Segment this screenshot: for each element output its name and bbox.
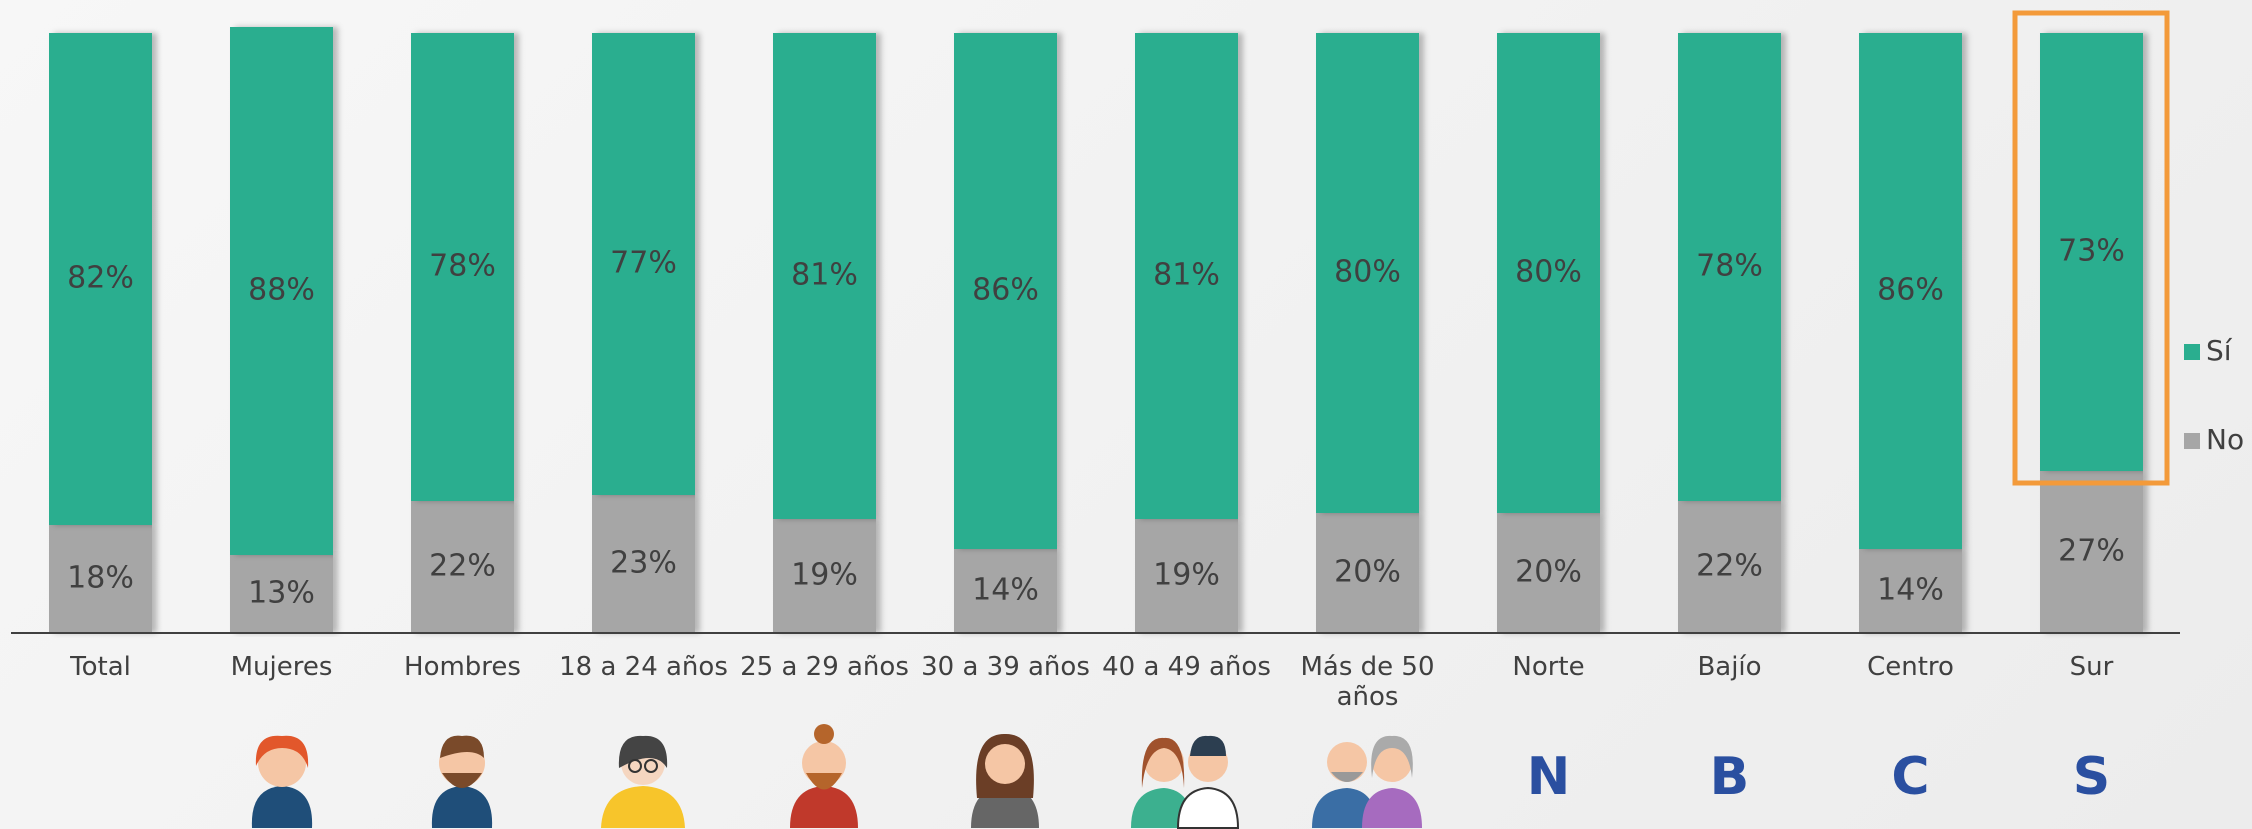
legend-label: Sí <box>2206 334 2233 367</box>
icons <box>252 724 1422 828</box>
value-label: 20% <box>1515 555 1582 590</box>
value-label: 14% <box>1877 573 1944 608</box>
region-icon: N <box>1527 747 1571 807</box>
value-label: 78% <box>1696 249 1763 284</box>
x-label-box: Más de 50 años <box>1278 652 1458 722</box>
x-tick-label: Hombres <box>373 652 553 682</box>
value-label: 13% <box>248 576 315 611</box>
x-tick-label: 30 a 39 años <box>916 652 1096 682</box>
legend-swatch <box>2184 344 2200 360</box>
x-tick-label: Mujeres <box>192 652 372 682</box>
x-label-box: Hombres <box>373 652 553 722</box>
value-label: 86% <box>972 273 1039 308</box>
x-label-box: 40 a 49 años <box>1097 652 1277 722</box>
x-label-box: Total <box>11 652 191 722</box>
region-icon: C <box>1891 747 1929 807</box>
x-tick-label: Sur <box>2002 652 2182 682</box>
value-label: 77% <box>610 246 677 281</box>
x-label-box: Norte <box>1459 652 1639 722</box>
x-tick-label: Total <box>11 652 191 682</box>
x-label-box: Mujeres <box>192 652 372 722</box>
value-label: 81% <box>1153 258 1220 293</box>
x-tick-label: Norte <box>1459 652 1639 682</box>
legend-label: No <box>2206 423 2244 456</box>
value-label: 23% <box>610 546 677 581</box>
value-label: 78% <box>429 249 496 284</box>
value-label: 80% <box>1334 255 1401 290</box>
x-label-box: 25 a 29 años <box>735 652 915 722</box>
legend-swatch <box>2184 433 2200 449</box>
value-label: 27% <box>2058 534 2125 569</box>
value-label: 73% <box>2058 234 2125 269</box>
chart: Sí No 18% 82% Total 13% 88% Mujeres 22% 78% Hombr… <box>0 0 2252 829</box>
x-tick-label: 18 a 24 años <box>554 652 734 682</box>
value-label: 88% <box>248 273 315 308</box>
x-label-box: 18 a 24 años <box>554 652 734 722</box>
x-tick-label: Bajío <box>1640 652 1820 682</box>
value-label: 22% <box>429 549 496 584</box>
value-label: 80% <box>1515 255 1582 290</box>
value-label: 20% <box>1334 555 1401 590</box>
x-label-box: Bajío <box>1640 652 1820 722</box>
region-icon: S <box>2073 747 2110 807</box>
value-label: 19% <box>791 558 858 593</box>
value-label: 19% <box>1153 558 1220 593</box>
x-label-box: 30 a 39 años <box>916 652 1096 722</box>
value-label: 22% <box>1696 549 1763 584</box>
x-tick-label: 40 a 49 años <box>1097 652 1277 682</box>
value-label: 81% <box>791 258 858 293</box>
x-tick-label: Más de 50 años <box>1278 652 1458 712</box>
value-label: 18% <box>67 561 134 596</box>
region-icon: B <box>1710 747 1750 807</box>
value-label: 14% <box>972 573 1039 608</box>
x-tick-label: 25 a 29 años <box>735 652 915 682</box>
x-label-box: Centro <box>1821 652 2001 722</box>
x-label-box: Sur <box>2002 652 2182 722</box>
value-label: 82% <box>67 261 134 296</box>
x-tick-label: Centro <box>1821 652 2001 682</box>
value-label: 86% <box>1877 273 1944 308</box>
